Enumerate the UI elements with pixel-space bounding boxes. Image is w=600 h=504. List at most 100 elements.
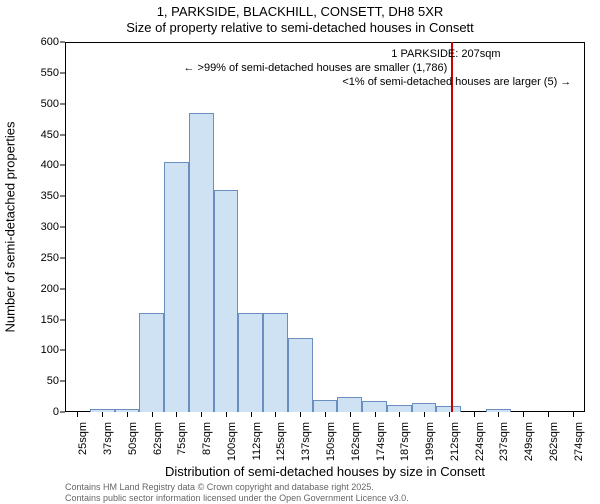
xtick-mark xyxy=(399,412,400,417)
ytick-label: 250 xyxy=(41,252,59,264)
ytick-label: 50 xyxy=(47,375,59,387)
xtick-mark xyxy=(152,412,153,417)
marker-annotation-larger: <1% of semi-detached houses are larger (… xyxy=(342,76,571,89)
histogram-bar xyxy=(412,403,437,412)
ytick-label: 600 xyxy=(41,36,59,48)
ytick-mark xyxy=(60,196,65,197)
xtick-label: 62sqm xyxy=(152,422,164,455)
xtick-label: 162sqm xyxy=(350,422,362,461)
ytick-label: 400 xyxy=(41,159,59,171)
chart-title-line1: 1, PARKSIDE, BLACKHILL, CONSETT, DH8 5XR xyxy=(0,4,600,19)
x-axis-label: Distribution of semi-detached houses by … xyxy=(65,464,585,479)
right-axis-line xyxy=(584,42,585,412)
xtick-label: 137sqm xyxy=(300,422,312,461)
xtick-mark xyxy=(498,412,499,417)
marker-annotation-smaller: ← >99% of semi-detached houses are small… xyxy=(183,62,447,75)
xtick-label: 25sqm xyxy=(77,422,89,455)
xtick-label: 150sqm xyxy=(325,422,337,461)
histogram-bar xyxy=(288,338,313,412)
xtick-mark xyxy=(548,412,549,417)
xtick-label: 262sqm xyxy=(548,422,560,461)
histogram-bar xyxy=(214,190,239,412)
xtick-mark xyxy=(275,412,276,417)
xtick-label: 87sqm xyxy=(201,422,213,455)
ytick-label: 550 xyxy=(41,67,59,79)
xtick-label: 274sqm xyxy=(573,422,585,461)
xtick-label: 100sqm xyxy=(226,422,238,461)
histogram-bar xyxy=(90,409,115,412)
xtick-label: 75sqm xyxy=(176,422,188,455)
xtick-mark xyxy=(424,412,425,417)
xtick-mark xyxy=(523,412,524,417)
footer-attribution: Contains HM Land Registry data © Crown c… xyxy=(65,482,409,504)
property-marker-line xyxy=(451,42,453,412)
xtick-mark xyxy=(300,412,301,417)
histogram-bar xyxy=(486,409,511,412)
ytick-mark xyxy=(60,134,65,135)
plot-area: 05010015020025030035040045050055060025sq… xyxy=(65,42,585,412)
ytick-mark xyxy=(60,350,65,351)
xtick-label: 237sqm xyxy=(498,422,510,461)
ytick-label: 450 xyxy=(41,129,59,141)
histogram-bar xyxy=(436,406,461,412)
xtick-label: 50sqm xyxy=(127,422,139,455)
ytick-label: 500 xyxy=(41,98,59,110)
xtick-label: 249sqm xyxy=(523,422,535,461)
ytick-mark xyxy=(60,412,65,413)
ytick-mark xyxy=(60,288,65,289)
xtick-label: 224sqm xyxy=(474,422,486,461)
histogram-bar xyxy=(313,400,338,412)
y-axis-line xyxy=(65,42,66,412)
xtick-label: 174sqm xyxy=(375,422,387,461)
xtick-mark xyxy=(102,412,103,417)
ytick-label: 200 xyxy=(41,283,59,295)
top-axis-line xyxy=(65,42,585,43)
xtick-mark xyxy=(201,412,202,417)
xtick-mark xyxy=(449,412,450,417)
marker-annotation-title: 1 PARKSIDE: 207sqm xyxy=(391,48,500,61)
ytick-label: 150 xyxy=(41,314,59,326)
footer-line2: Contains public sector information licen… xyxy=(65,493,409,504)
y-axis-label: Number of semi-detached properties xyxy=(3,122,18,333)
histogram-bar xyxy=(139,313,164,412)
ytick-mark xyxy=(60,381,65,382)
ytick-mark xyxy=(60,103,65,104)
ytick-label: 350 xyxy=(41,190,59,202)
histogram-bar xyxy=(164,162,189,412)
xtick-mark xyxy=(325,412,326,417)
xtick-label: 212sqm xyxy=(449,422,461,461)
histogram-bar xyxy=(189,113,214,412)
histogram-bar xyxy=(263,313,288,412)
xtick-mark xyxy=(474,412,475,417)
xtick-label: 125sqm xyxy=(275,422,287,461)
xtick-mark xyxy=(127,412,128,417)
footer-line1: Contains HM Land Registry data © Crown c… xyxy=(65,482,409,493)
ytick-mark xyxy=(60,165,65,166)
ytick-label: 300 xyxy=(41,221,59,233)
xtick-label: 37sqm xyxy=(102,422,114,455)
xtick-mark xyxy=(251,412,252,417)
chart-title-line2: Size of property relative to semi-detach… xyxy=(0,20,600,35)
ytick-label: 0 xyxy=(53,406,59,418)
ytick-mark xyxy=(60,72,65,73)
xtick-mark xyxy=(176,412,177,417)
histogram-bar xyxy=(387,405,412,412)
histogram-bar xyxy=(337,397,362,412)
histogram-bar xyxy=(362,401,387,412)
xtick-label: 199sqm xyxy=(424,422,436,461)
chart-title-block: 1, PARKSIDE, BLACKHILL, CONSETT, DH8 5XR… xyxy=(0,4,600,35)
histogram-bar xyxy=(115,409,140,412)
xtick-label: 187sqm xyxy=(399,422,411,461)
xtick-mark xyxy=(573,412,574,417)
xtick-label: 112sqm xyxy=(251,422,263,460)
ytick-mark xyxy=(60,42,65,43)
xtick-mark xyxy=(350,412,351,417)
xtick-mark xyxy=(375,412,376,417)
ytick-label: 100 xyxy=(41,344,59,356)
ytick-mark xyxy=(60,257,65,258)
xtick-mark xyxy=(226,412,227,417)
chart-container: 1, PARKSIDE, BLACKHILL, CONSETT, DH8 5XR… xyxy=(0,0,600,500)
xtick-mark xyxy=(77,412,78,417)
ytick-mark xyxy=(60,319,65,320)
ytick-mark xyxy=(60,227,65,228)
